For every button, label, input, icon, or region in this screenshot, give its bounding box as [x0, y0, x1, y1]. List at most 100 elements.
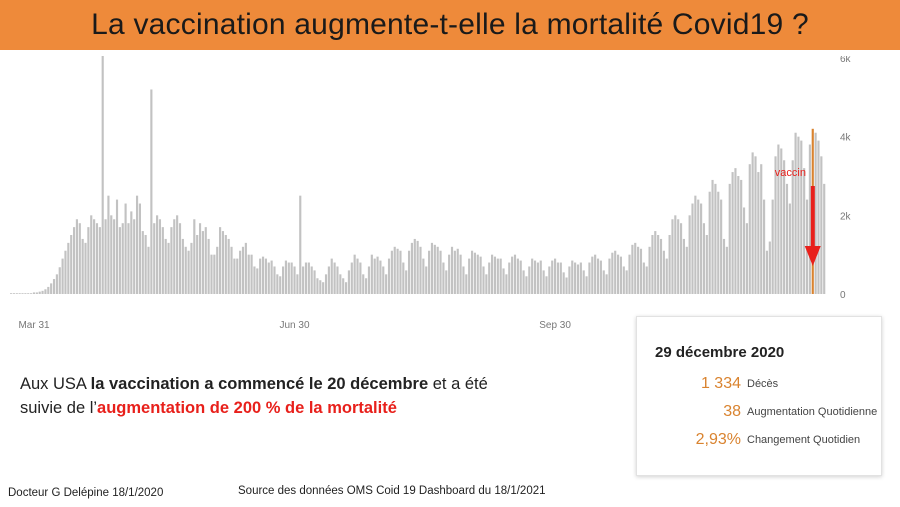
bar-161 [470, 250, 474, 294]
bar-47 [144, 235, 147, 294]
bar-211 [614, 250, 617, 294]
bar-238 [691, 203, 694, 294]
bar-178 [519, 260, 522, 294]
bar-158 [462, 266, 465, 294]
bar-230 [668, 235, 671, 294]
deaths-bar-chart: 0 2k 4k 6k Mar 31 Jun 30 Sep 30 vaccin [10, 56, 852, 331]
bar-251 [728, 183, 731, 294]
bar-95 [282, 266, 285, 294]
bar-239 [694, 195, 697, 294]
bar-204 [594, 254, 597, 294]
bar-279 [808, 144, 811, 294]
bar-144 [422, 258, 425, 294]
bar-201 [585, 276, 588, 294]
bar-3 [18, 293, 21, 294]
bar-115 [339, 274, 342, 294]
bar-96 [284, 260, 288, 294]
bar-121 [356, 258, 359, 294]
caption-line1-b: et a été [428, 375, 488, 393]
bar-65 [196, 235, 199, 294]
tooltip-value-increase: 38 [723, 403, 741, 420]
bar-162 [473, 252, 476, 294]
bar-6 [27, 293, 30, 294]
bar-59 [178, 223, 182, 294]
bar-274 [794, 132, 797, 294]
bar-197 [574, 262, 577, 294]
bar-266 [771, 199, 774, 294]
bar-189 [551, 260, 554, 294]
bar-83 [247, 254, 250, 294]
bar-41 [127, 223, 130, 294]
tooltip-row-change: 2,93% Changement Quotidien [637, 431, 881, 451]
bar-214 [622, 266, 625, 294]
bar-100 [296, 274, 299, 294]
bar-152 [445, 270, 448, 294]
bar-44 [135, 195, 139, 294]
bar-43 [133, 219, 136, 294]
bar-112 [330, 258, 333, 294]
bar-53 [161, 227, 164, 294]
bar-227 [659, 238, 663, 294]
bar-270 [783, 160, 786, 294]
bar-86 [256, 268, 259, 294]
bar-202 [588, 262, 591, 294]
bar-111 [327, 266, 330, 294]
bar-39 [121, 223, 124, 294]
caption-line2-red: augmentation de 200 % de la mortalité [97, 399, 397, 417]
caption-text: Aux USA la vaccination a commencé le 20 … [20, 372, 620, 420]
bar-139 [407, 250, 411, 294]
bar-147 [430, 242, 434, 294]
bar-254 [737, 176, 740, 294]
bar-141 [413, 238, 416, 294]
bar-89 [264, 258, 267, 294]
y-tick-label: 6k [840, 56, 852, 65]
x-axis: Mar 31 Jun 30 Sep 30 [18, 320, 571, 331]
bar-237 [688, 215, 691, 294]
bar-261 [757, 172, 760, 294]
bar-38 [118, 227, 121, 294]
bar-232 [674, 215, 677, 294]
bar-14 [50, 283, 53, 294]
bar-21 [70, 235, 73, 294]
bar-168 [491, 254, 494, 294]
bar-172 [502, 268, 505, 294]
bar-171 [499, 258, 502, 294]
bar-66 [198, 223, 202, 294]
bar-27 [87, 227, 90, 294]
bar-24 [78, 223, 81, 294]
bar-216 [628, 254, 631, 294]
bar-250 [725, 246, 728, 294]
bar-42 [130, 211, 133, 294]
bar-7 [30, 293, 33, 294]
bar-84 [250, 254, 253, 294]
bar-277 [803, 168, 806, 294]
bar-16 [55, 274, 58, 294]
bar-80 [239, 250, 242, 294]
bar-207 [602, 270, 605, 294]
bar-247 [717, 191, 720, 294]
bar-242 [702, 223, 706, 294]
bar-128 [376, 256, 379, 294]
bar-81 [241, 246, 245, 294]
bar-248 [720, 199, 723, 294]
bar-177 [516, 258, 519, 294]
bar-273 [791, 160, 794, 294]
bar-203 [591, 256, 594, 294]
bar-60 [181, 238, 184, 294]
bar-15 [52, 279, 56, 294]
x-tick-label: Mar 31 [18, 320, 50, 331]
bar-82 [244, 242, 247, 294]
bar-93 [276, 274, 279, 294]
bar-256 [742, 207, 746, 294]
bar-11 [41, 290, 44, 294]
bar-125 [367, 266, 371, 294]
bar-71 [213, 254, 216, 294]
bar-234 [679, 223, 683, 294]
bar-56 [170, 227, 173, 294]
bar-235 [682, 238, 685, 294]
bar-58 [176, 215, 179, 294]
bar-150 [439, 250, 442, 294]
title-banner: La vaccination augmente-t-elle la mortal… [0, 0, 900, 50]
bar-165 [482, 266, 485, 294]
bar-275 [797, 136, 800, 294]
